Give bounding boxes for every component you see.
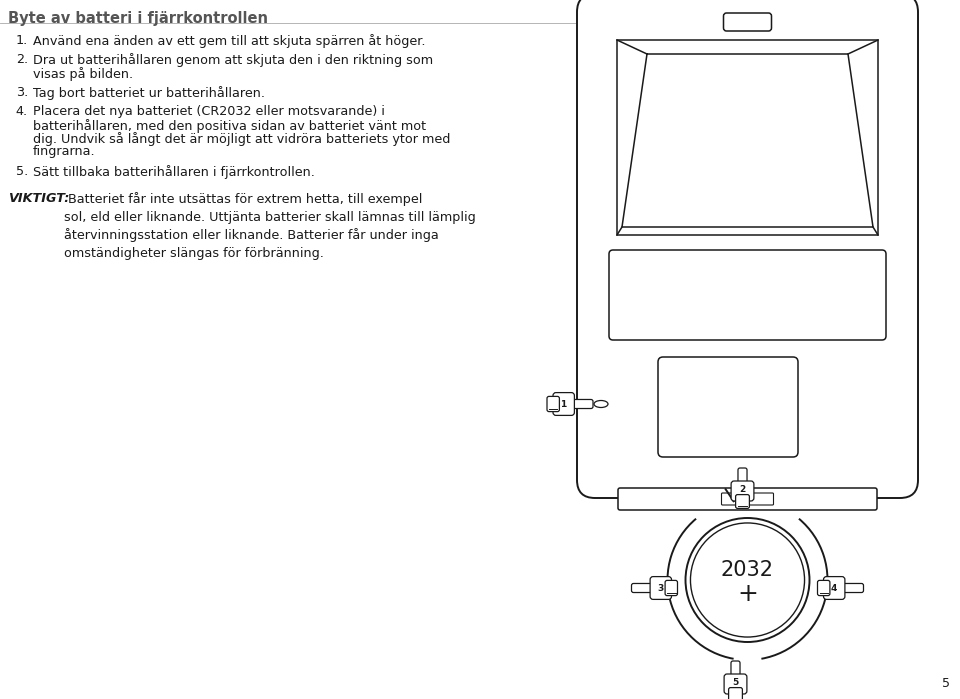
Text: Dra ut batterihållaren genom att skjuta den i den riktning som: Dra ut batterihållaren genom att skjuta … [33, 53, 433, 67]
Text: Tag bort batteriet ur batterihållaren.: Tag bort batteriet ur batterihållaren. [33, 86, 265, 100]
Bar [617, 40, 878, 235]
FancyBboxPatch shape [735, 495, 750, 508]
Text: dig. Undvik så långt det är möjligt att vidröra batteriets ytor med: dig. Undvik så långt det är möjligt att … [33, 132, 450, 146]
FancyBboxPatch shape [731, 661, 740, 684]
FancyBboxPatch shape [724, 674, 747, 694]
FancyBboxPatch shape [547, 396, 560, 412]
FancyBboxPatch shape [618, 488, 877, 510]
Text: fingrarna.: fingrarna. [33, 145, 96, 159]
Text: Sätt tillbaka batterihållaren i fjärrkontrollen.: Sätt tillbaka batterihållaren i fjärrkon… [33, 165, 315, 179]
Circle shape [685, 518, 809, 642]
Text: Placera det nya batteriet (CR2032 eller motsvarande) i: Placera det nya batteriet (CR2032 eller … [33, 106, 385, 118]
FancyBboxPatch shape [609, 250, 886, 340]
FancyBboxPatch shape [553, 393, 574, 415]
Text: 4: 4 [830, 584, 837, 593]
FancyBboxPatch shape [632, 584, 657, 593]
Text: batterihållaren, med den positiva sidan av batteriet vänt mot: batterihållaren, med den positiva sidan … [33, 119, 426, 133]
FancyBboxPatch shape [722, 493, 774, 505]
Text: 1: 1 [560, 401, 566, 409]
FancyBboxPatch shape [665, 580, 678, 596]
FancyBboxPatch shape [818, 580, 829, 596]
FancyBboxPatch shape [658, 357, 798, 457]
Text: 2.: 2. [16, 53, 28, 66]
Text: 4.: 4. [16, 106, 28, 118]
Text: 3.: 3. [15, 86, 28, 99]
Text: Använd ena änden av ett gem till att skjuta spärren åt höger.: Använd ena änden av ett gem till att skj… [33, 34, 425, 48]
FancyBboxPatch shape [650, 577, 671, 600]
FancyBboxPatch shape [732, 481, 754, 501]
Ellipse shape [594, 401, 608, 408]
FancyBboxPatch shape [577, 0, 918, 498]
Text: 2: 2 [739, 485, 746, 494]
Text: Batteriet får inte utsättas för extrem hetta, till exempel
sol, eld eller liknan: Batteriet får inte utsättas för extrem h… [64, 192, 476, 260]
Text: 5.: 5. [15, 165, 28, 178]
Text: 1.: 1. [15, 34, 28, 47]
FancyBboxPatch shape [838, 584, 863, 593]
FancyBboxPatch shape [724, 13, 772, 31]
Text: 5: 5 [942, 677, 950, 690]
Text: Byte av batteri i fjärrkontrollen: Byte av batteri i fjärrkontrollen [8, 11, 268, 26]
FancyBboxPatch shape [738, 468, 747, 491]
Text: 3: 3 [658, 584, 664, 593]
Text: VIKTIGT:: VIKTIGT: [8, 192, 69, 205]
Text: 5: 5 [732, 678, 738, 687]
Text: visas på bilden.: visas på bilden. [33, 66, 133, 80]
Text: +: + [737, 582, 758, 606]
Text: 2032: 2032 [721, 560, 774, 580]
FancyBboxPatch shape [568, 400, 593, 408]
FancyBboxPatch shape [824, 577, 845, 600]
FancyBboxPatch shape [729, 688, 742, 699]
Circle shape [690, 523, 804, 637]
